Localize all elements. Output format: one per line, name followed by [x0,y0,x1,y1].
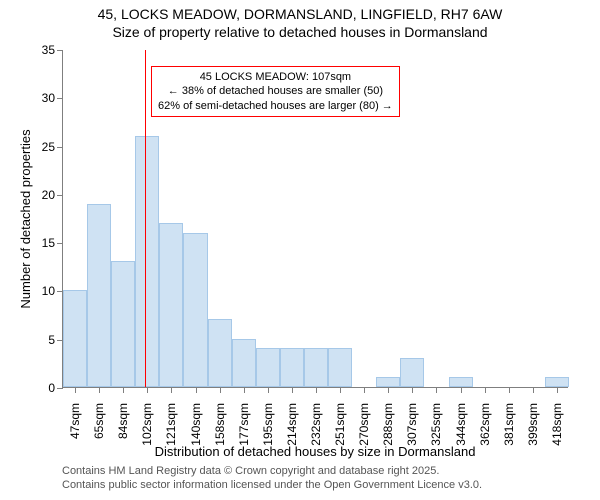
histogram-bar [183,233,207,388]
annotation-box: 45 LOCKS MEADOW: 107sqm← 38% of detached… [151,66,400,117]
x-tick-label: 270sqm [357,395,371,446]
y-tick-label: 25 [42,140,63,154]
histogram-bar [280,348,304,387]
x-tick [388,387,389,393]
x-tick-label: 84sqm [116,395,130,439]
x-tick [412,387,413,393]
y-tick-label: 15 [42,236,63,250]
x-tick-label: 158sqm [213,395,227,446]
x-tick [171,387,172,393]
histogram-bar [63,290,87,387]
x-tick-label: 399sqm [526,395,540,446]
x-tick-label: 232sqm [309,395,323,446]
x-tick [485,387,486,393]
histogram-bar [545,377,569,387]
x-tick-label: 195sqm [261,395,275,446]
y-tick-label: 35 [42,43,63,57]
x-tick [509,387,510,393]
y-tick-label: 5 [48,333,63,347]
x-tick-label: 418sqm [550,395,564,446]
chart-title-line1: 45, LOCKS MEADOW, DORMANSLAND, LINGFIELD… [0,6,600,22]
annotation-line: 45 LOCKS MEADOW: 107sqm [158,70,393,84]
y-axis-label: Number of detached properties [18,50,33,388]
footer-line2: Contains public sector information licen… [62,478,482,492]
x-tick [461,387,462,393]
x-tick [316,387,317,393]
footer-text: Contains HM Land Registry data © Crown c… [62,464,482,493]
histogram-bar [449,377,473,387]
annotation-line: 62% of semi-detached houses are larger (… [158,99,393,113]
x-tick [123,387,124,393]
histogram-bar [256,348,280,387]
x-tick-label: 177sqm [237,395,251,446]
y-tick-label: 10 [42,284,63,298]
y-tick-label: 30 [42,91,63,105]
x-tick-label: 288sqm [381,395,395,446]
histogram-bar [111,261,135,387]
x-tick [557,387,558,393]
histogram-bar [87,204,111,387]
x-tick-label: 102sqm [140,395,154,446]
x-tick [364,387,365,393]
histogram-bar [328,348,352,387]
histogram-bar [304,348,328,387]
x-tick [196,387,197,393]
chart-container: 45, LOCKS MEADOW, DORMANSLAND, LINGFIELD… [0,0,600,500]
x-tick-label: 121sqm [164,395,178,446]
x-tick-label: 251sqm [333,395,347,446]
y-tick-label: 20 [42,188,63,202]
x-tick [292,387,293,393]
x-tick-label: 140sqm [189,395,203,446]
reference-line [145,50,146,387]
x-tick-label: 325sqm [429,395,443,446]
x-tick [436,387,437,393]
x-tick-label: 307sqm [405,395,419,446]
x-axis-label: Distribution of detached houses by size … [62,444,568,459]
x-tick-label: 362sqm [478,395,492,446]
x-tick-label: 65sqm [92,395,106,439]
x-tick [244,387,245,393]
histogram-bar [400,358,424,387]
x-tick-label: 214sqm [285,395,299,446]
x-tick [147,387,148,393]
x-tick [533,387,534,393]
x-tick [268,387,269,393]
x-tick-label: 47sqm [68,395,82,439]
x-tick [99,387,100,393]
annotation-line: ← 38% of detached houses are smaller (50… [158,84,393,98]
histogram-bar [135,136,159,387]
histogram-bar [376,377,400,387]
x-tick [340,387,341,393]
histogram-bar [208,319,232,387]
x-tick [75,387,76,393]
plot-area: 0510152025303547sqm65sqm84sqm102sqm121sq… [62,50,568,388]
chart-title-line2: Size of property relative to detached ho… [0,24,600,40]
histogram-bar [159,223,183,387]
y-tick-label: 0 [48,381,63,395]
footer-line1: Contains HM Land Registry data © Crown c… [62,464,482,478]
x-tick-label: 344sqm [454,395,468,446]
histogram-bar [232,339,256,387]
x-tick-label: 381sqm [502,395,516,446]
x-tick [220,387,221,393]
